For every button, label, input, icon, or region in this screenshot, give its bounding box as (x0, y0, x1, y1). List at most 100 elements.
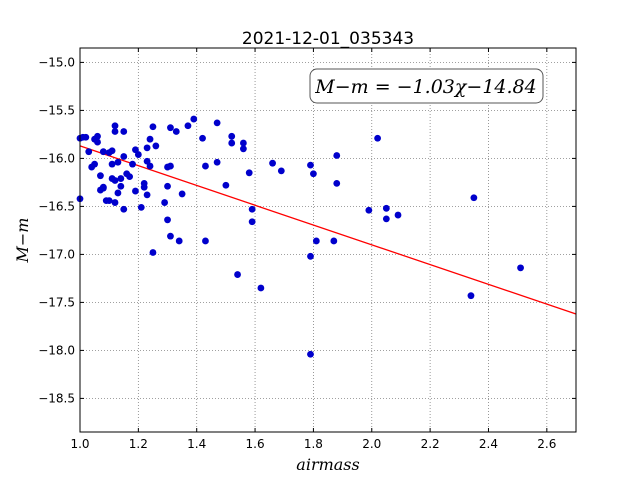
data-point (333, 179, 341, 187)
data-point (114, 158, 122, 166)
data-point (202, 162, 209, 170)
data-point (222, 181, 230, 189)
data-point (167, 232, 174, 240)
data-point (99, 183, 107, 191)
data-point (108, 147, 116, 155)
data-point (143, 144, 151, 152)
x-tick-label: 1.2 (129, 437, 148, 451)
data-point (132, 187, 139, 195)
y-tick-label: −16.0 (38, 151, 75, 165)
data-point (167, 124, 174, 132)
x-tick-label: 2.4 (479, 437, 498, 451)
data-point (245, 169, 253, 177)
data-point (333, 152, 341, 159)
data-point (111, 199, 119, 206)
data-point (126, 173, 133, 181)
data-point (310, 170, 317, 178)
data-point (143, 191, 151, 199)
chart-title: 2021-12-01_035343 (242, 29, 414, 49)
scatter-points (76, 115, 524, 358)
x-tick-label: 1.6 (246, 437, 265, 451)
y-tick-label: −18.0 (38, 343, 75, 357)
data-point (108, 160, 116, 168)
fit-line (79, 145, 577, 315)
data-point (94, 138, 101, 146)
data-point (85, 148, 93, 156)
data-point (161, 199, 169, 206)
data-point (146, 135, 154, 143)
data-point (394, 211, 402, 219)
x-axis-label: airmass (296, 455, 359, 474)
data-point (117, 182, 125, 190)
data-point (111, 177, 119, 184)
data-point (307, 350, 314, 358)
data-point (213, 158, 221, 166)
data-point (470, 194, 478, 202)
data-point (164, 216, 171, 224)
fit-line-layer (79, 145, 577, 315)
data-point (382, 204, 390, 212)
data-point (307, 161, 314, 169)
x-tick-label: 1.8 (304, 437, 323, 451)
plot-frame (79, 47, 577, 433)
data-point (239, 139, 247, 147)
data-point (167, 162, 174, 170)
data-point (111, 122, 119, 130)
axis-ticks: 1.0 1.2 1.4 1.6 1.8 2.0 2.2 2.4 2.6 −15.0 −15.5 −16… (38, 48, 576, 451)
data-point (178, 190, 186, 198)
y-tick-label: −18.5 (38, 391, 75, 405)
data-point (202, 237, 209, 245)
data-point (105, 197, 113, 205)
data-point (234, 271, 241, 278)
y-tick-label: −17.0 (38, 247, 75, 261)
data-point (239, 145, 247, 153)
y-tick-label: −15.5 (38, 103, 75, 117)
data-point (120, 128, 128, 135)
y-tick-label: −17.5 (38, 295, 75, 309)
data-point (228, 132, 236, 140)
data-point (277, 167, 285, 175)
data-point (184, 122, 192, 130)
x-tick-label: 2.6 (537, 437, 556, 451)
data-point (190, 115, 198, 123)
data-point (97, 172, 104, 180)
data-point (467, 292, 475, 300)
data-point (199, 134, 206, 142)
fit-annotation: M−m = −1.03χ−14.84 (309, 68, 544, 104)
data-point (91, 160, 98, 168)
data-point (146, 162, 154, 170)
data-point (213, 119, 221, 127)
data-point (120, 153, 128, 160)
data-point (94, 132, 101, 140)
x-tick-label: 2.0 (362, 437, 381, 451)
y-tick-label: −16.5 (38, 199, 75, 213)
data-point (114, 189, 122, 197)
annotation-box (309, 68, 544, 104)
data-point (382, 215, 390, 223)
data-point (374, 134, 381, 142)
data-point (149, 249, 157, 256)
data-point (149, 123, 157, 131)
data-point (82, 133, 90, 141)
data-point (248, 218, 256, 226)
data-point (111, 128, 119, 135)
data-point (172, 128, 180, 135)
data-point (517, 264, 524, 272)
data-point (99, 148, 107, 156)
y-axis-label: M−m (13, 218, 32, 264)
data-point (152, 142, 160, 150)
data-point (120, 205, 128, 213)
data-point (269, 159, 276, 167)
data-point (134, 151, 142, 158)
data-point (312, 237, 320, 245)
data-point (307, 252, 314, 260)
data-point (330, 237, 338, 245)
x-tick-label: 1.4 (187, 437, 206, 451)
data-point (175, 237, 183, 245)
data-point (248, 205, 256, 213)
data-point (129, 160, 136, 168)
data-point (228, 139, 236, 147)
data-point (164, 182, 171, 190)
data-point (140, 183, 148, 191)
